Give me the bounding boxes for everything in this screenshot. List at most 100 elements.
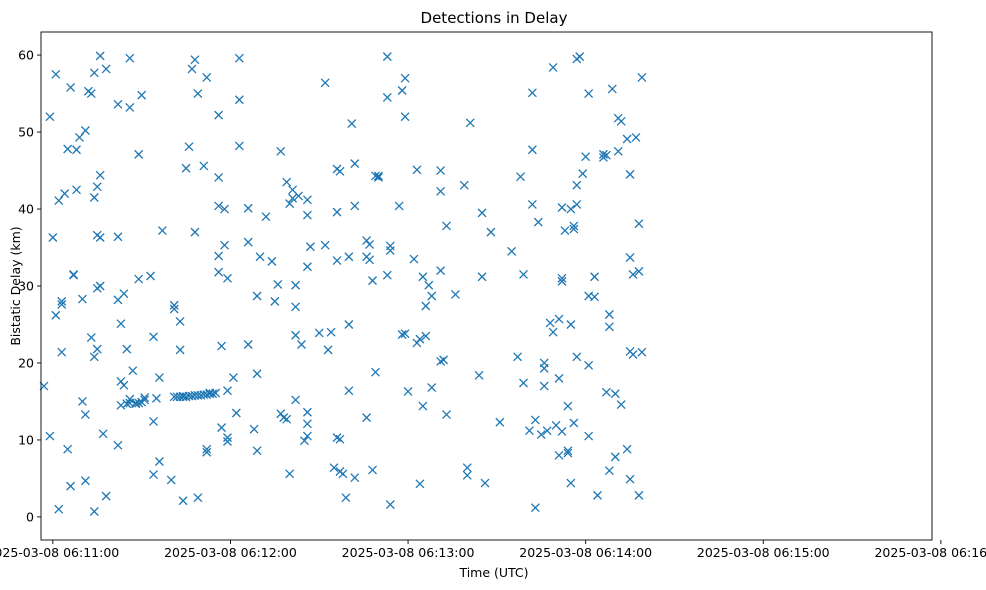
data-point [545, 318, 555, 328]
data-point [95, 51, 105, 61]
data-point [134, 149, 144, 159]
data-point [554, 373, 564, 383]
data-point [101, 491, 111, 501]
data-point [424, 280, 434, 290]
data-point [610, 452, 620, 462]
data-point [539, 363, 549, 373]
data-point [601, 150, 611, 160]
data-point [217, 341, 227, 351]
data-point [566, 320, 576, 329]
data-point [462, 470, 472, 480]
data-point [282, 414, 292, 424]
data-point [214, 267, 224, 277]
data-point [557, 203, 567, 212]
data-point [89, 352, 99, 362]
data-point [394, 201, 404, 211]
data-point [202, 444, 212, 454]
data-point [572, 180, 582, 190]
data-point [575, 52, 585, 62]
data-point [400, 73, 410, 83]
data-point [554, 314, 564, 324]
data-point [616, 400, 626, 409]
data-point [51, 69, 61, 79]
data-point [450, 290, 460, 299]
y-tick-label: 0 [26, 509, 34, 524]
data-point [149, 332, 158, 342]
data-point [95, 233, 105, 242]
data-point [513, 352, 523, 362]
data-points [39, 51, 647, 516]
data-point [243, 203, 253, 213]
data-point [628, 269, 638, 279]
data-point [154, 373, 164, 383]
data-point [598, 149, 608, 159]
data-point [119, 380, 129, 390]
data-point [282, 177, 292, 187]
data-point [548, 327, 558, 337]
data-point [436, 266, 446, 276]
data-point [625, 169, 635, 179]
data-point [329, 463, 339, 473]
data-point [169, 304, 179, 314]
data-point [202, 72, 212, 82]
data-point [572, 352, 582, 362]
x-tick-label: 2025-03-08 06:14:00 [519, 545, 652, 560]
data-point [332, 207, 342, 217]
data-point [439, 355, 449, 365]
data-point [569, 221, 579, 231]
data-point [415, 479, 425, 489]
data-point [323, 345, 333, 355]
data-point [77, 396, 87, 406]
data-point [54, 196, 64, 206]
data-point [474, 370, 484, 380]
data-point [302, 431, 312, 441]
data-point [610, 389, 620, 399]
data-point [566, 204, 576, 214]
data-point [255, 252, 265, 262]
data-point [178, 496, 188, 506]
data-point [601, 387, 611, 397]
data-point [297, 340, 306, 349]
data-point [400, 112, 410, 122]
x-tick-label: 2025-03-08 06:12:00 [164, 545, 297, 560]
data-point [442, 410, 451, 419]
data-point [261, 212, 271, 222]
data-point [228, 373, 238, 383]
data-point [326, 327, 336, 337]
data-point [48, 233, 58, 242]
data-point [385, 241, 395, 251]
data-point [252, 369, 262, 379]
data-point [45, 431, 55, 441]
data-point [557, 427, 567, 436]
data-point [365, 255, 375, 265]
data-point [436, 166, 446, 176]
data-point [637, 72, 647, 82]
x-tick-label: 2025-03-08 06:13:00 [342, 545, 475, 560]
data-point [57, 300, 67, 309]
data-point [291, 280, 301, 290]
data-point [217, 423, 227, 433]
data-point [397, 330, 407, 339]
data-point [75, 132, 84, 142]
data-point [548, 62, 558, 72]
data-point [584, 360, 594, 370]
data-point [214, 251, 224, 261]
data-point [385, 500, 395, 510]
y-tick-label: 60 [18, 48, 34, 63]
data-point [116, 400, 126, 410]
data-point [400, 329, 410, 339]
data-point [578, 169, 588, 179]
data-point [421, 331, 431, 341]
data-point [187, 64, 197, 74]
data-point [154, 457, 164, 466]
chart-title: Detections in Delay [421, 9, 568, 27]
data-point [415, 334, 425, 344]
data-point [527, 145, 537, 155]
data-point [125, 394, 135, 404]
data-point [581, 152, 591, 162]
data-point [214, 110, 224, 120]
data-point [436, 186, 446, 196]
data-point [409, 254, 419, 264]
data-point [557, 273, 567, 283]
